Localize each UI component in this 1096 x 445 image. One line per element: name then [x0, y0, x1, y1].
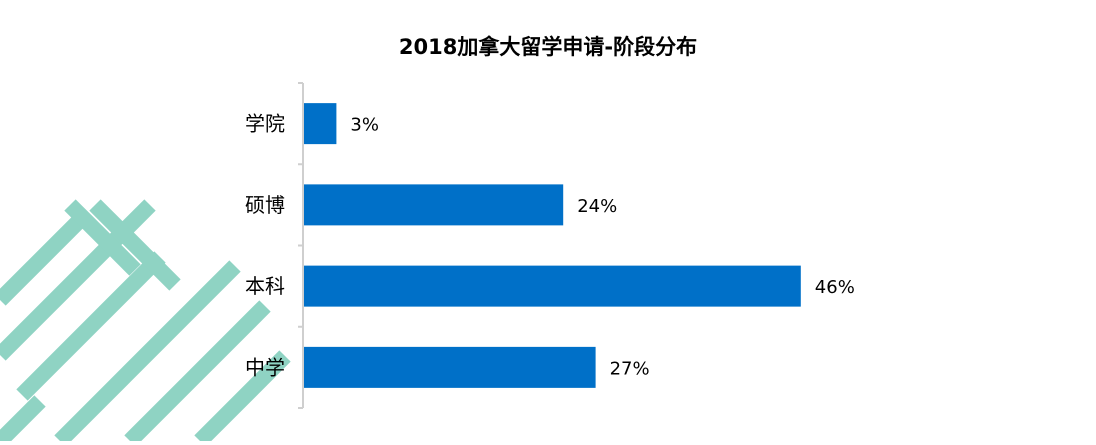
watermark-stroke [194, 350, 291, 445]
watermark-stroke [16, 251, 166, 401]
bar [304, 265, 801, 307]
watermark-stroke [89, 199, 181, 291]
category-label: 硕博 [245, 193, 285, 217]
watermark-stroke [124, 300, 271, 445]
chart-title: 2018加拿大留学申请-阶段分布 [399, 35, 697, 59]
category-label: 本科 [245, 274, 285, 298]
watermark-stroke [64, 199, 141, 276]
watermark-stroke [0, 206, 94, 306]
category-label: 学院 [245, 112, 285, 136]
y-axis [298, 82, 304, 409]
data-label: 46% [815, 277, 855, 298]
data-label: 24% [577, 196, 617, 217]
bars-group [304, 103, 801, 388]
bar [304, 103, 337, 145]
watermark-stroke [54, 260, 241, 445]
data-label: 27% [610, 358, 650, 379]
watermark-logo [0, 199, 291, 445]
watermark-stroke [0, 395, 46, 445]
bar [304, 346, 596, 388]
bar [304, 184, 564, 226]
labels-group: 学院 3% 硕博 24% 本科 46% 中学 27% [245, 112, 855, 380]
data-label: 3% [350, 115, 379, 136]
category-label: 中学 [245, 355, 285, 379]
